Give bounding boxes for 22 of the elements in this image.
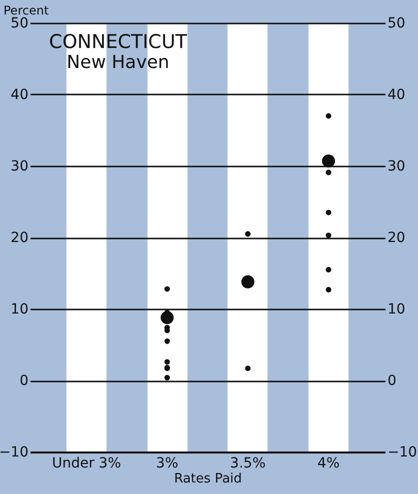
y-tick-label: 50 [10, 16, 28, 32]
x-axis-title: Rates Paid [174, 472, 242, 486]
x-tick-label: 4% [317, 456, 340, 472]
y-tick-label: −10 [0, 444, 28, 460]
x-tick-label: 3.5% [230, 456, 266, 472]
y2-tick-label: 20 [388, 230, 406, 246]
text: New Haven [66, 52, 170, 73]
y2-tick-label: 0 [388, 373, 396, 389]
y-tick-label: 10 [10, 302, 28, 318]
y2-tick-label: 30 [388, 158, 406, 174]
chart-title: CONNECTICUT [49, 31, 188, 53]
y2-tick-label: 50 [388, 16, 406, 32]
y-tick-label: 40 [10, 87, 28, 103]
y2-tick-label: −10 [388, 444, 418, 460]
y2-tick-label: 10 [388, 302, 406, 318]
y-tick-label: 0 [20, 373, 28, 389]
y2-tick-label: 40 [388, 87, 406, 103]
y-axis-title: Percent [4, 4, 49, 18]
y-tick-label: 20 [10, 230, 28, 246]
y-tick-label: 30 [10, 158, 28, 174]
x-tick-label: Under 3% [52, 456, 121, 472]
x-tick-label: 3% [156, 456, 178, 472]
